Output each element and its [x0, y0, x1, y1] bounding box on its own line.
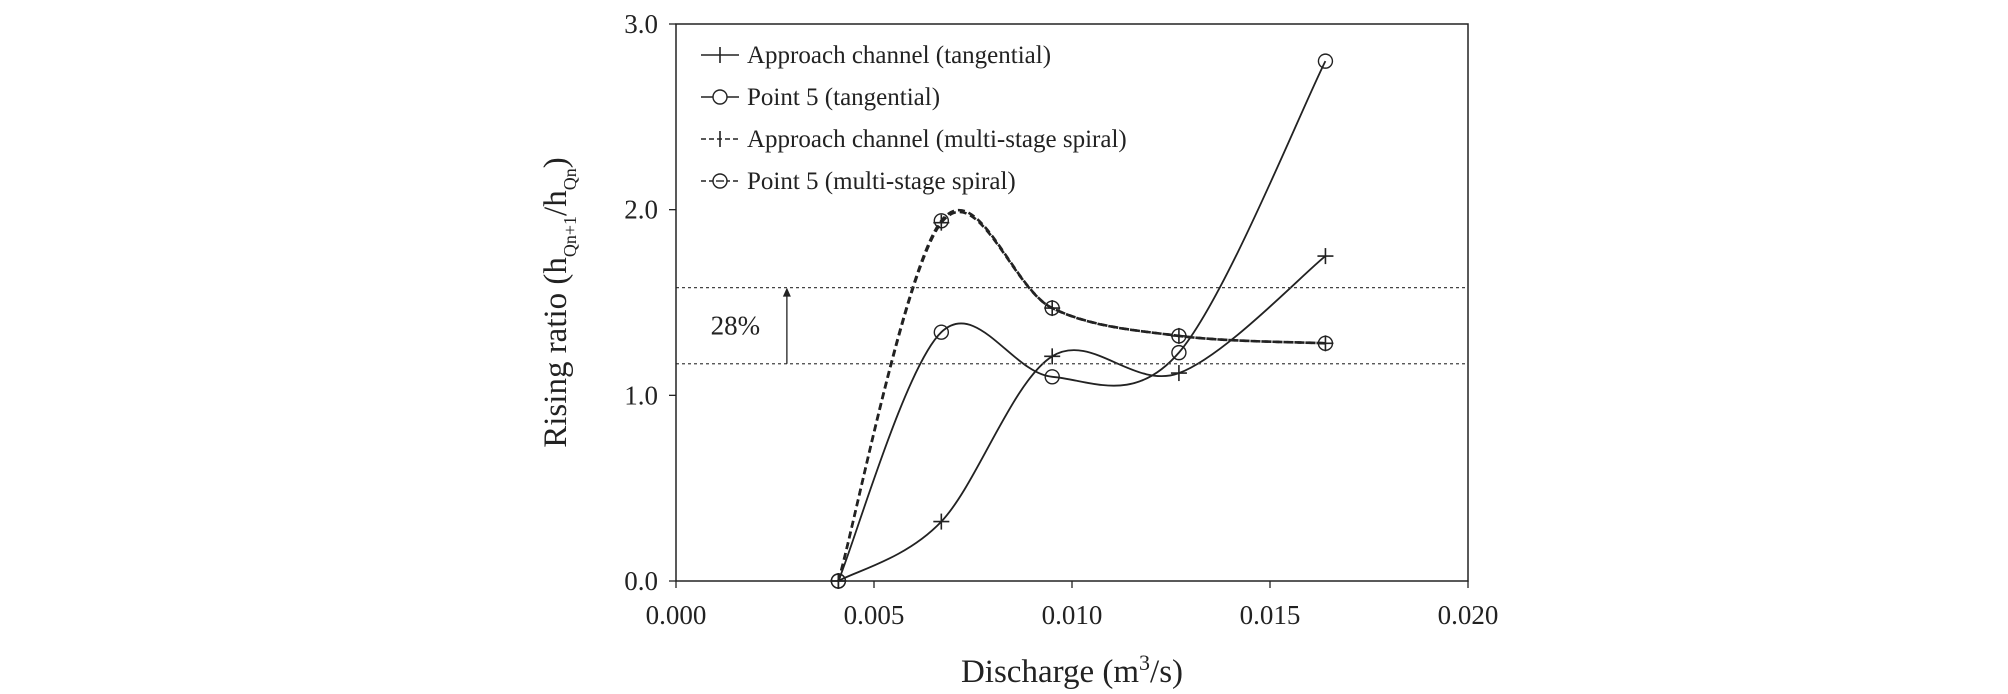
- y-tick-label-1: 1.0: [624, 380, 658, 410]
- series-line-2: [837, 210, 1326, 582]
- y-title-sub1: Qn+1: [560, 216, 580, 257]
- x-title-sup: 3: [1139, 650, 1150, 675]
- series-1-point-2: [1044, 369, 1060, 385]
- y-axis-ticks: 0.0 1.0 2.0 3.0: [624, 9, 676, 596]
- series-line-0: [837, 255, 1326, 582]
- x-title-tail: /s): [1150, 654, 1183, 690]
- series-0-point-1: [933, 513, 950, 530]
- x-tick-label-3: 0.015: [1240, 600, 1301, 630]
- legend-label-0: Approach channel (tangential): [747, 42, 1051, 69]
- annotation-layer: 28%: [711, 287, 791, 364]
- series-line-1: [837, 60, 1327, 582]
- y-tick-label-0: 0.0: [624, 566, 658, 596]
- x-axis-title: Discharge (m3/s): [961, 650, 1183, 691]
- series-3-point-1: [933, 213, 950, 229]
- legend-marker-1: [712, 89, 728, 105]
- series-0-point-2: [1044, 348, 1061, 365]
- series-0-point-4: [1317, 248, 1334, 265]
- y-title-sub2: Qn: [560, 168, 580, 190]
- series-1-point-4: [1317, 53, 1334, 69]
- annotation-arrow-head: [782, 287, 791, 297]
- series-3-point-3: [1171, 328, 1187, 344]
- series-0-point-3: [1170, 365, 1187, 382]
- legend-label-1: Point 5 (tangential): [747, 84, 940, 111]
- annotation-label: 28%: [711, 311, 761, 341]
- legend: Approach channel (tangential) Point 5 (ta…: [701, 42, 1127, 195]
- x-axis-ticks: 0.000 0.005 0.010 0.015 0.020: [646, 581, 1499, 630]
- y-title-mid: /h: [538, 190, 574, 216]
- x-tick-label-4: 0.020: [1438, 600, 1499, 630]
- legend-label-3: Point 5 (multi-stage spiral): [747, 168, 1016, 195]
- legend-label-2: Approach channel (multi-stage spiral): [747, 126, 1127, 153]
- series-1-point-1: [933, 324, 950, 340]
- y-tick-label-2: 2.0: [624, 195, 658, 225]
- y-title-base: Rising ratio (h: [538, 257, 574, 448]
- x-title-base: Discharge (m: [961, 654, 1139, 690]
- y-axis-title: Rising ratio (hQn+1/hQn): [538, 157, 580, 447]
- x-tick-label-0: 0.000: [646, 600, 707, 630]
- x-tick-label-1: 0.005: [844, 600, 905, 630]
- series-3-point-4: [1317, 335, 1334, 352]
- y-tick-label-3: 3.0: [624, 9, 658, 39]
- series-1-point-3: [1171, 344, 1187, 361]
- series-line-3: [837, 209, 1326, 582]
- series-3-point-2: [1044, 300, 1060, 316]
- x-tick-label-2: 0.010: [1042, 600, 1103, 630]
- reference-lines: [676, 287, 1468, 365]
- y-title-tail: ): [538, 157, 574, 168]
